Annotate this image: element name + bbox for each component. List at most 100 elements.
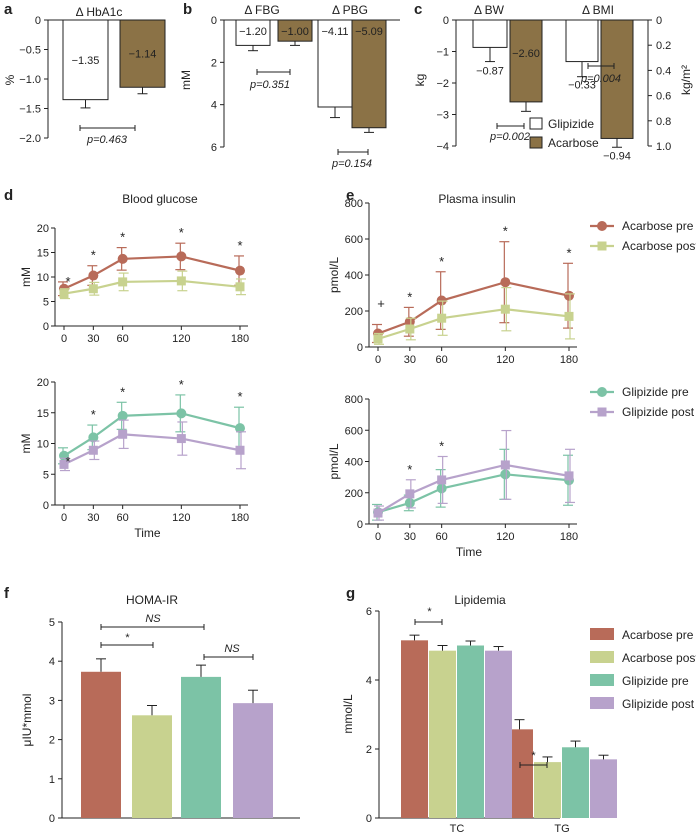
bar-glipizide <box>565 19 599 63</box>
panel-letter-b: b <box>183 1 192 18</box>
y-tick-label: 0 <box>49 813 55 825</box>
y-tick-label: 600 <box>345 234 363 246</box>
significance-e_bottom: ** <box>407 439 444 477</box>
legend-label: Acarbose pre <box>622 219 694 233</box>
data-point <box>117 410 128 421</box>
significance-marker: * <box>65 274 70 289</box>
legend-label: Acarbose <box>548 136 599 150</box>
y-tick-label: 0.2 <box>656 40 671 52</box>
y-tick-label: −2.0 <box>19 133 41 145</box>
y-tick-label: 6 <box>211 142 217 154</box>
y-tick-label: −2 <box>436 78 449 90</box>
series-glipizide-post <box>59 419 246 472</box>
y-axis-a: 0 −0.5 −1.0 −1.5 −2.0 <box>19 15 49 145</box>
data-point <box>235 282 245 292</box>
data-point <box>564 471 574 481</box>
legend-e_top: Acarbose pre Acarbose post <box>590 219 696 253</box>
y-tick-label: 0 <box>656 15 662 27</box>
x-tick-label: 0 <box>61 512 67 524</box>
data-point <box>437 313 447 323</box>
axes-d_bottom: 0 5 10 15 20 0 30 60 120 180 Time <box>37 377 249 540</box>
series-glipizide-pre <box>372 448 574 521</box>
series-acarbose-pre <box>372 241 574 344</box>
bar-value-label: −4.11 <box>321 26 348 38</box>
significance-marker: * <box>407 289 412 304</box>
bar-glipizide-pre <box>181 676 221 818</box>
x-tick-label: 120 <box>172 512 190 524</box>
panel-e_bottom-ylabel: pmol/L <box>327 443 341 479</box>
legend-label: Glipizide post <box>622 405 695 419</box>
significance-d_bottom: * * * * * <box>65 377 242 469</box>
y-tick-label: 0.6 <box>656 91 671 103</box>
p-value-label: p=0.463 <box>86 134 128 146</box>
panel-letter-e_top: e <box>346 187 354 204</box>
x-tick-label: 0 <box>61 333 67 345</box>
ns-bracket-glipizide-label: NS <box>224 643 240 655</box>
significance-marker: * <box>237 389 242 404</box>
y-tick-label: 2 <box>211 57 217 69</box>
data-point <box>373 334 383 344</box>
x-tick-label: 180 <box>231 333 249 345</box>
y-tick-label: −4 <box>436 141 449 153</box>
significance-marker: * <box>407 462 412 477</box>
y-tick-label: 5 <box>49 617 55 629</box>
significance-marker: * <box>91 407 96 422</box>
legend-label: Glipizide post <box>622 697 695 711</box>
bar-value-label: −0.94 <box>603 150 631 162</box>
legend-label: Glipizide <box>548 117 594 131</box>
significance-marker: + <box>377 296 385 311</box>
x-tick-label: 60 <box>117 333 129 345</box>
panel-b-bars: Δ FBG Δ PBG −1.20 −4.11 −1.00 −5.09 p=0.351 p=0… <box>235 3 387 170</box>
x-tick-label: 60 <box>436 531 448 543</box>
data-point <box>405 324 415 334</box>
y-tick-label: 6 <box>366 606 372 618</box>
y-tick-label: 800 <box>345 198 363 210</box>
y-tick-label: 10 <box>37 439 49 451</box>
sig-bracket-tc-label: * <box>427 606 432 618</box>
panel-g-ylabel: mmol/L <box>341 694 355 734</box>
y-tick-label: 0.4 <box>656 65 671 77</box>
y-tick-label: 0 <box>211 15 217 27</box>
panel-c-ylabel: kg <box>413 74 427 87</box>
y-tick-label: 3 <box>49 695 55 707</box>
panel-d_top-ylabel: mM <box>19 267 33 287</box>
y-tick-label: 1.0 <box>656 141 671 153</box>
y-tick-label: 0 <box>35 15 41 27</box>
y-axis-f: 5 4 3 2 1 0 <box>49 617 63 825</box>
data-point <box>176 434 186 444</box>
p-value-bw-label: p=0.002 <box>489 131 530 143</box>
axes-d_top: 0 5 10 15 20 0 30 60 120 180 <box>37 223 249 345</box>
bar-acarbose <box>277 19 313 42</box>
y-tick-label: 600 <box>345 425 363 437</box>
data-point <box>404 497 415 508</box>
bar-value-label: −1.14 <box>129 49 157 61</box>
legend-label: Glipizide pre <box>622 674 689 688</box>
p-value-fbg-label: p=0.351 <box>249 79 290 91</box>
x-tick-label: 30 <box>87 512 99 524</box>
bar-glipizide <box>472 19 508 48</box>
legend-swatch <box>590 697 614 709</box>
data-point <box>404 316 415 327</box>
y-tick-label: 0 <box>43 500 49 512</box>
y-tick-label: 200 <box>345 488 363 500</box>
significance-marker: * <box>566 245 571 260</box>
y-tick-label: 0 <box>357 519 363 531</box>
significance-marker: * <box>503 224 508 239</box>
bar-acarbose-post <box>429 650 456 818</box>
data-point <box>88 270 99 281</box>
panel-c-bars: Δ BW Δ BMI −0.87 −0.33 −2.60 −0.94 p=0.002 p=0.… <box>472 3 634 162</box>
x-tick-label: 180 <box>560 354 578 366</box>
panel-f-ylabel: μIU*mmol <box>20 694 34 747</box>
legend-g: Acarbose pre Acarbose post Glipizide pre Gl… <box>590 628 696 711</box>
y-axis-c: 0 −1 −2 −3 −4 <box>436 15 457 153</box>
x-tick-label: 180 <box>560 531 578 543</box>
y-tick-label: 2 <box>366 744 372 756</box>
legend-marker <box>597 221 607 231</box>
data-point <box>176 276 186 286</box>
legend-marker <box>597 387 607 397</box>
y-tick-label: 1 <box>49 774 55 786</box>
data-point <box>564 311 574 321</box>
series-acarbose-post <box>373 287 575 345</box>
data-point <box>88 445 98 455</box>
